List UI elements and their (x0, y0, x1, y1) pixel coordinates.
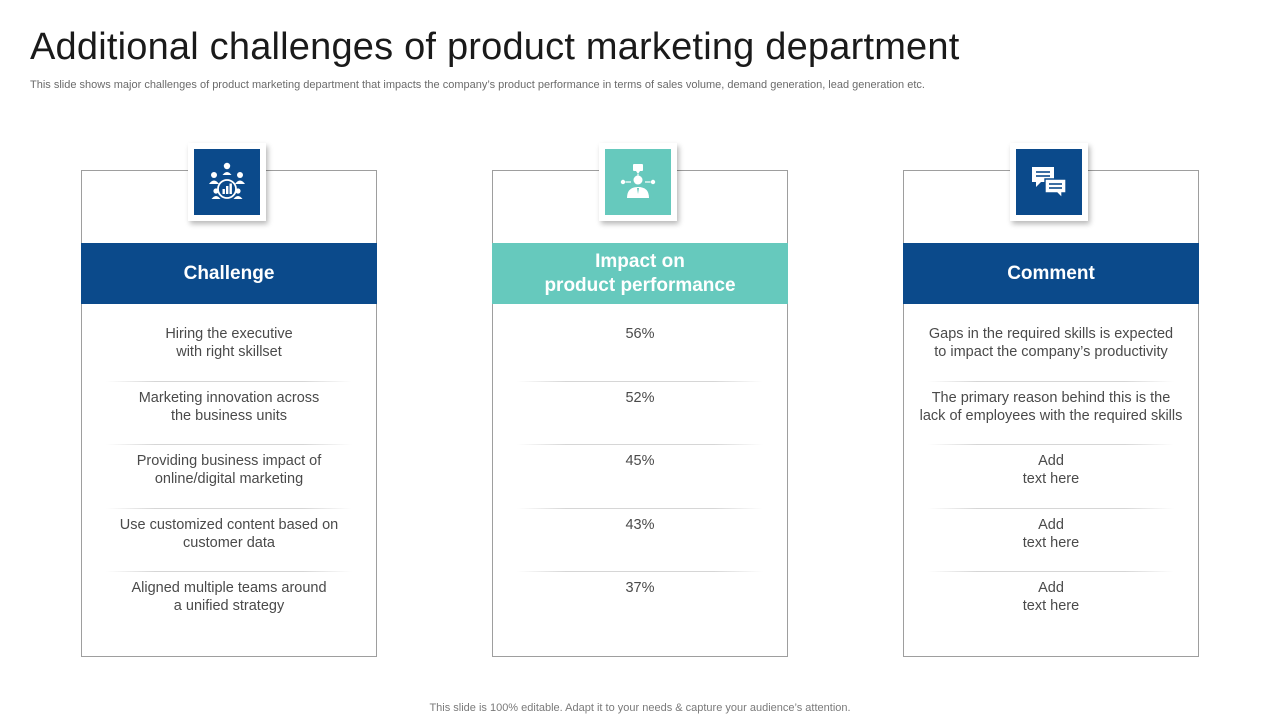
list-item-text: Aligned multiple teams around a unified … (131, 580, 327, 614)
list-item-text: 56% (625, 326, 655, 342)
list-item: 43% (493, 507, 787, 572)
presenter-icon (605, 149, 671, 215)
page-subtitle: This slide shows major challenges of pro… (30, 79, 925, 91)
column-header: Impact on product performance (492, 243, 788, 304)
column-header: Challenge (81, 243, 377, 304)
list-item-text: 52% (625, 389, 655, 406)
icon-frame (188, 143, 266, 221)
list-item-text: Add text here (1022, 516, 1080, 551)
footer-note: This slide is 100% editable. Adapt it to… (429, 702, 851, 714)
challenge-column: Challenge Hiring the executive with righ… (81, 143, 377, 657)
list-item: Gaps in the required skills is expected … (904, 317, 1198, 381)
row-list: 56% 52% 45% 43% 37% (493, 317, 787, 635)
list-item-text: Add text here (1022, 580, 1080, 614)
list-item: Marketing innovation across the business… (82, 380, 376, 445)
team-meeting-icon (194, 149, 260, 215)
column-header-label: Comment (1007, 262, 1095, 284)
list-item-text: Hiring the executive with right skillset (165, 326, 293, 360)
column-header: Comment (903, 243, 1199, 304)
row-list: Gaps in the required skills is expected … (904, 317, 1198, 635)
list-item: Hiring the executive with right skillset (82, 317, 376, 381)
chat-bubbles-icon (1016, 149, 1082, 215)
column-header-label: Impact on product performance (544, 250, 736, 296)
row-list: Hiring the executive with right skillset… (82, 317, 376, 635)
list-item: 37% (493, 571, 787, 635)
list-item-text: The primary reason behind this is the la… (919, 389, 1183, 424)
list-item-text: Marketing innovation across the business… (138, 389, 320, 424)
list-item: Add text here (904, 444, 1198, 508)
list-item-text: 43% (625, 516, 655, 533)
list-item-text: 37% (625, 580, 655, 596)
list-item-text: Gaps in the required skills is expected … (928, 326, 1174, 360)
list-item-text: Add text here (1022, 453, 1080, 487)
list-item: The primary reason behind this is the la… (904, 380, 1198, 445)
impact-column: Impact on product performance 56% 52% 45… (492, 143, 788, 657)
list-item-text: 45% (625, 453, 655, 469)
icon-frame (1010, 143, 1088, 221)
list-item: 56% (493, 317, 787, 381)
list-item: Add text here (904, 571, 1198, 635)
list-item: 45% (493, 444, 787, 508)
comment-column: Comment Gaps in the required skills is e… (903, 143, 1199, 657)
list-item: Aligned multiple teams around a unified … (82, 571, 376, 635)
column-header-label: Challenge (183, 262, 275, 284)
list-item-text: Use customized content based on customer… (119, 516, 339, 551)
page-title: Additional challenges of product marketi… (30, 26, 960, 68)
list-item: Use customized content based on customer… (82, 507, 376, 572)
list-item: 52% (493, 380, 787, 445)
list-item: Add text here (904, 507, 1198, 572)
list-item-text: Providing business impact of online/digi… (136, 453, 322, 487)
list-item: Providing business impact of online/digi… (82, 444, 376, 508)
icon-frame (599, 143, 677, 221)
